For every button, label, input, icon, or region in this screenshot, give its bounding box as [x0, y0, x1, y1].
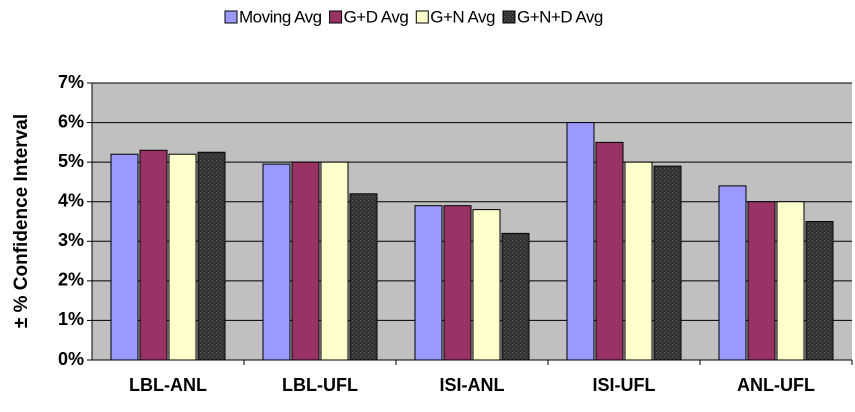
y-tick-label: 1%	[58, 309, 84, 329]
bar	[414, 205, 443, 361]
bar	[472, 209, 501, 361]
bar	[776, 201, 805, 361]
bar	[566, 122, 595, 361]
legend-swatch	[502, 10, 516, 24]
bar	[110, 153, 139, 361]
y-axis-title: ± % Confidence Interval	[11, 114, 32, 328]
bar	[747, 201, 776, 361]
legend-swatch	[329, 10, 343, 24]
legend-label: G+N Avg	[430, 7, 495, 26]
bar	[262, 163, 291, 361]
bar	[443, 205, 472, 361]
legend-label: G+N+D Avg	[517, 7, 603, 26]
legend-swatch	[224, 10, 238, 24]
x-tick-label: ISI-UFL	[593, 375, 656, 395]
x-tick-label: ANL-UFL	[737, 375, 815, 395]
legend-label: Moving Avg	[239, 7, 322, 26]
bar	[718, 185, 747, 361]
bar	[595, 141, 624, 361]
bar	[653, 165, 682, 361]
bar	[168, 153, 197, 361]
y-tick-label: 2%	[58, 270, 84, 290]
y-tick-label: 0%	[58, 349, 84, 369]
bar	[805, 221, 834, 361]
x-tick-label: LBL-UFL	[282, 375, 358, 395]
y-tick-label: 7%	[58, 72, 84, 92]
y-tick-label: 6%	[58, 111, 84, 131]
y-tick-label: 3%	[58, 230, 84, 250]
bar	[501, 232, 530, 361]
x-tick-label: ISI-ANL	[440, 375, 505, 395]
y-tick-label: 4%	[58, 190, 84, 210]
bar	[139, 149, 168, 361]
bar	[320, 161, 349, 361]
x-tick-label: LBL-ANL	[129, 375, 207, 395]
bar	[291, 161, 320, 361]
bar	[197, 151, 226, 361]
legend-label: G+D Avg	[344, 7, 409, 26]
bar	[349, 193, 378, 361]
bar	[624, 161, 653, 361]
y-tick-label: 5%	[58, 151, 84, 171]
legend-swatch	[415, 10, 429, 24]
